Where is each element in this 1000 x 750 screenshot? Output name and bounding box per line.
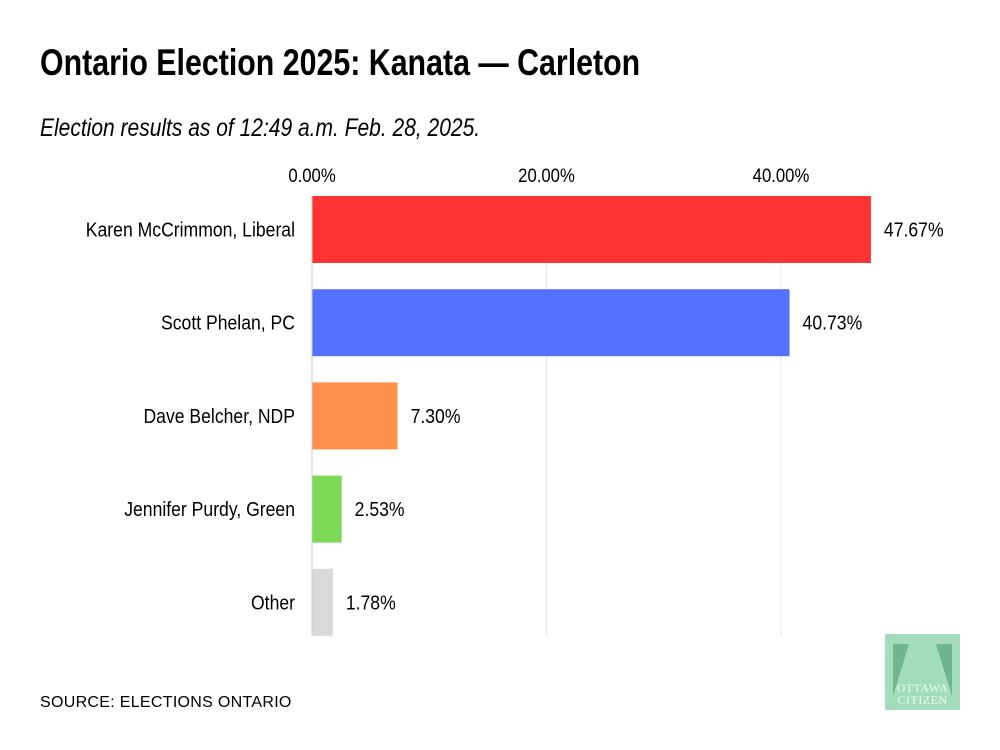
ottawa-citizen-logo: OTTAWA CITIZEN xyxy=(885,634,960,710)
data-label: 2.53% xyxy=(355,498,405,520)
logo-graphic xyxy=(893,644,952,696)
data-label: 47.67% xyxy=(884,218,944,240)
bar xyxy=(312,475,342,543)
data-label: 1.78% xyxy=(346,591,396,613)
bar xyxy=(312,568,333,636)
logo-line-2: CITIZEN xyxy=(897,693,948,707)
logo-line-1: OTTAWA xyxy=(896,681,949,695)
bar xyxy=(312,196,871,263)
category-label: Jennifer Purdy, Green xyxy=(124,498,295,520)
x-tick-label: 40.00% xyxy=(753,165,810,186)
category-label: Karen McCrimmon, Liberal xyxy=(86,218,295,240)
source-note: SOURCE: ELECTIONS ONTARIO xyxy=(40,694,292,711)
category-label: Scott Phelan, PC xyxy=(161,312,295,334)
chart-title: Ontario Election 2025: Kanata — Carleton xyxy=(40,42,641,83)
data-label: 7.30% xyxy=(411,405,461,427)
bar xyxy=(312,289,790,357)
category-label: Dave Belcher, NDP xyxy=(143,405,295,427)
chart-subtitle: Election results as of 12:49 a.m. Feb. 2… xyxy=(40,114,481,142)
category-label: Other xyxy=(251,591,295,613)
logo-text: OTTAWA CITIZEN xyxy=(885,682,960,706)
x-tick-label: 20.00% xyxy=(518,165,575,186)
bar xyxy=(312,382,398,450)
data-label: 40.73% xyxy=(803,312,863,334)
x-tick-label: 0.00% xyxy=(288,165,335,186)
